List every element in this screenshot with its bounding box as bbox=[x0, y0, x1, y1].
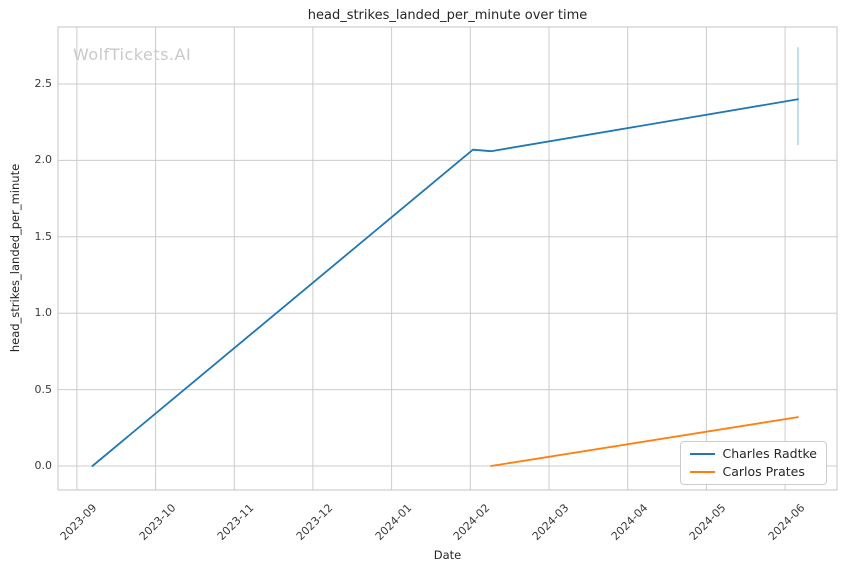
y-tick-label: 0.5 bbox=[34, 382, 53, 396]
legend-item-carlos-prates: Carlos Prates bbox=[689, 464, 818, 479]
legend-label: Carlos Prates bbox=[722, 464, 805, 479]
chart-title: head_strikes_landed_per_minute over time bbox=[307, 8, 588, 23]
legend: Charles Radtke Carlos Prates bbox=[679, 441, 827, 485]
legend-label: Charles Radtke bbox=[722, 446, 818, 461]
y-tick-label: 1.0 bbox=[34, 306, 53, 320]
x-axis-label: Date bbox=[433, 548, 462, 562]
axes-border bbox=[57, 26, 838, 491]
y-tick-label: 0.0 bbox=[34, 459, 53, 472]
series-line-carlos-prates bbox=[490, 416, 799, 467]
y-axis-label: head_strikes_landed_per_minute bbox=[8, 163, 22, 353]
y-tick-label: 2.0 bbox=[34, 153, 53, 167]
legend-line-swatch bbox=[689, 453, 715, 455]
legend-item-charles-radtke: Charles Radtke bbox=[689, 446, 818, 461]
y-tick-label: 1.5 bbox=[34, 229, 53, 243]
watermark: WolfTickets.AI bbox=[73, 45, 192, 64]
series-line-charles-radtke bbox=[91, 98, 799, 467]
legend-line-swatch bbox=[689, 471, 715, 473]
y-tick-label: 2.5 bbox=[34, 76, 53, 90]
